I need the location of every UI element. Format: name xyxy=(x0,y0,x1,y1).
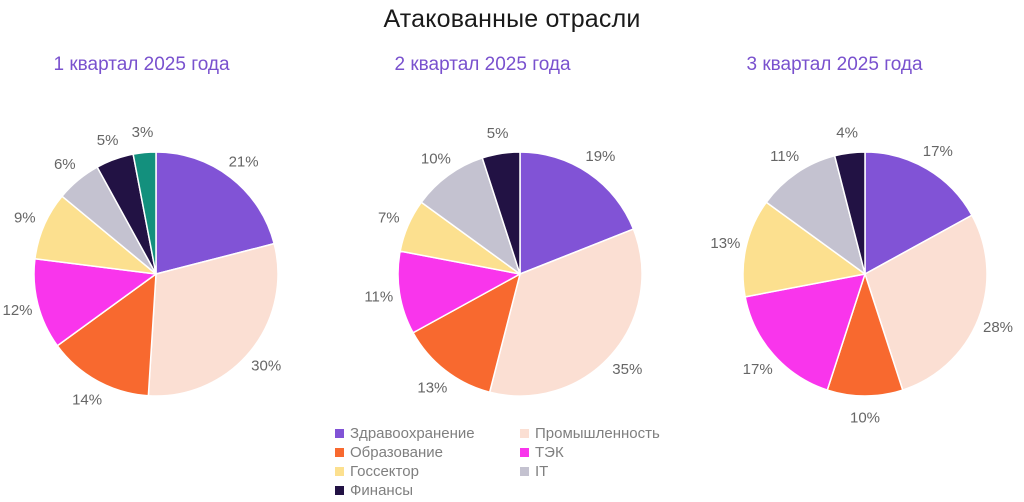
pie-slice xyxy=(33,257,157,347)
pie-slice xyxy=(833,151,866,275)
pie-slice xyxy=(742,201,866,298)
pie-slice xyxy=(864,214,988,391)
pie-chart-q2: 19% 35% 13% 11% 7% 10% 5% xyxy=(364,125,643,397)
chart-subtitle-q1: 1 квартал 2025 года xyxy=(53,54,230,75)
legend-swatch-energy xyxy=(520,448,529,457)
legend-label-industry: Промышленность xyxy=(535,425,660,442)
slice-percent-label: 3% xyxy=(132,124,154,141)
slice-percent-label: 5% xyxy=(487,125,509,142)
pie-slice xyxy=(420,157,521,275)
slice-percent-label: 30% xyxy=(251,357,281,374)
legend-item-it: IT xyxy=(520,462,660,481)
legend-label-it: IT xyxy=(535,463,549,480)
legend-item-healthcare: Здравоохранение xyxy=(335,424,520,443)
slice-percent-label: 11% xyxy=(364,289,393,306)
slice-percent-label: 10% xyxy=(421,151,451,168)
pie-slice xyxy=(56,273,157,397)
slice-percent-label: 14% xyxy=(72,392,102,409)
chart-q3: 3 квартал 2025 года 17% 28% 10% 17% 13% 11% 4% xyxy=(682,52,1023,432)
legend-item-education: Образование xyxy=(335,443,520,462)
legend-label-finance: Финансы xyxy=(350,482,413,499)
legend-swatch-finance xyxy=(335,486,344,495)
page-title: Атакованные отрасли xyxy=(383,5,641,33)
legend-swatch-education xyxy=(335,448,344,457)
legend-swatch-it xyxy=(520,467,529,476)
legend-swatch-govsector xyxy=(335,467,344,476)
pie-slice xyxy=(412,273,521,393)
pie-slice xyxy=(397,250,521,334)
slice-percent-label: 4% xyxy=(836,124,858,141)
slice-percent-label: 12% xyxy=(2,302,32,319)
chart-q1: 1 квартал 2025 года 21% 30% 14% 12% 9% 6% 5% 3% xyxy=(0,52,341,432)
slice-percent-label: 19% xyxy=(585,148,615,165)
legend: Здравоохранение Образование Госсектор Фи… xyxy=(335,424,660,500)
legend-item-govsector: Госсектор xyxy=(335,462,520,481)
chart-subtitle-q2: 2 квартал 2025 года xyxy=(394,54,571,75)
slice-percent-label: 28% xyxy=(983,319,1013,336)
pie-slice xyxy=(744,273,866,391)
pie-slice xyxy=(519,151,635,275)
legend-item-industry: Промышленность xyxy=(520,424,660,443)
legend-column-1: Здравоохранение Образование Госсектор Фи… xyxy=(335,424,520,500)
legend-label-energy: ТЭК xyxy=(535,444,564,461)
slice-percent-label: 17% xyxy=(743,361,773,378)
legend-swatch-healthcare xyxy=(335,429,344,438)
slice-percent-label: 9% xyxy=(14,209,36,226)
slice-percent-label: 35% xyxy=(612,361,642,378)
pie-slice xyxy=(132,151,157,275)
pie-chart-q3: 17% 28% 10% 17% 13% 11% 4% xyxy=(710,124,1013,426)
pie-slice xyxy=(826,273,904,397)
charts-row: 1 квартал 2025 года 21% 30% 14% 12% 9% 6% 5% 3%… xyxy=(0,52,1024,432)
slice-percent-label: 21% xyxy=(229,153,259,170)
legend-label-healthcare: Здравоохранение xyxy=(350,425,475,442)
chart-q2: 2 квартал 2025 года 19% 35% 13% 11% 7% 10% 5% xyxy=(341,52,682,432)
pie-chart-q1: 21% 30% 14% 12% 9% 6% 5% 3% xyxy=(2,124,281,409)
pie-slice xyxy=(155,151,275,275)
slice-percent-label: 11% xyxy=(770,148,799,165)
legend-label-education: Образование xyxy=(350,444,443,461)
legend-column-2: Промышленность ТЭК IT xyxy=(520,424,660,500)
pie-slice xyxy=(765,155,866,275)
slice-percent-label: 6% xyxy=(54,156,76,173)
slice-percent-label: 7% xyxy=(378,209,400,226)
pie-slice xyxy=(488,228,643,397)
slice-percent-label: 10% xyxy=(850,409,880,426)
chart-subtitle-q3: 3 квартал 2025 года xyxy=(746,54,923,75)
pie-slice xyxy=(864,151,973,275)
slice-percent-label: 17% xyxy=(923,143,953,160)
legend-label-govsector: Госсектор xyxy=(350,463,419,480)
pie-slice xyxy=(147,242,279,397)
slice-percent-label: 13% xyxy=(417,379,447,396)
slice-percent-label: 13% xyxy=(710,235,740,252)
legend-item-finance: Финансы xyxy=(335,481,520,500)
slice-percent-label: 5% xyxy=(97,132,119,149)
pie-slice xyxy=(481,151,521,275)
legend-item-energy: ТЭК xyxy=(520,443,660,462)
legend-swatch-industry xyxy=(520,429,529,438)
